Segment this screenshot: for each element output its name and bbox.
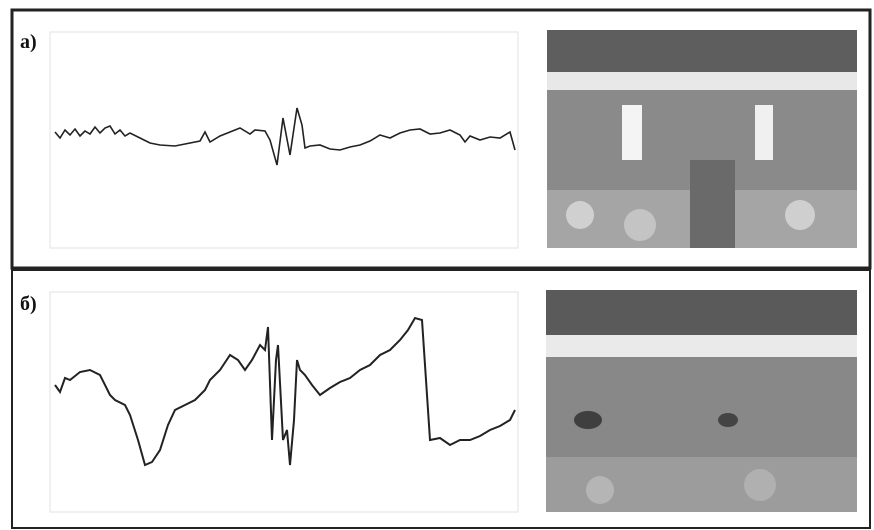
figure: а) б) xyxy=(0,0,874,530)
photo xyxy=(547,30,857,248)
panel-label: а) xyxy=(20,31,37,53)
photo xyxy=(546,290,857,512)
panel-label: б) xyxy=(20,293,37,315)
